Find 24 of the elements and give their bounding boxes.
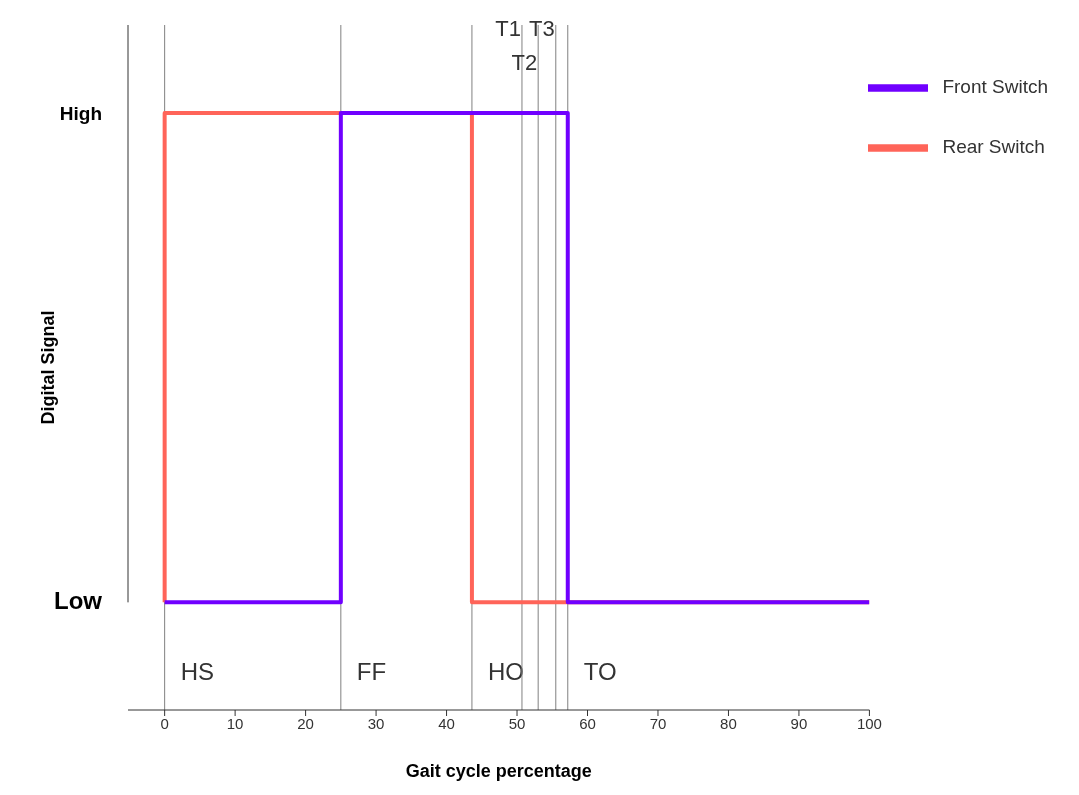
- x-tick-label: 70: [649, 714, 667, 732]
- x-tick-label: 0: [160, 714, 169, 732]
- legend-label: Front Switch: [942, 76, 1048, 98]
- y-axis-title: Digital Signal: [38, 310, 59, 425]
- x-tick-label: 10: [226, 714, 244, 732]
- ref-line-label: T1: [495, 16, 521, 41]
- text: HO: [487, 658, 524, 685]
- x-tick-label: 20: [297, 714, 314, 732]
- x-tick-label: 60: [579, 714, 596, 732]
- text: Low: [54, 587, 103, 615]
- text: HS: [180, 658, 214, 685]
- x-tick-label: 50: [508, 714, 526, 732]
- text: High: [59, 103, 102, 125]
- x-tick-label: 80: [720, 714, 737, 732]
- ref-line-label: T2: [511, 50, 538, 75]
- legend-label: Rear Switch: [942, 136, 1045, 158]
- x-tick-label: 40: [438, 714, 455, 732]
- ref-line-label: T3: [529, 16, 555, 41]
- x-axis-title: Gait cycle percentage: [405, 761, 592, 781]
- x-tick-label: 100: [856, 714, 882, 732]
- text: FF: [356, 658, 387, 685]
- text: TO: [583, 658, 617, 685]
- x-tick-label: 30: [367, 714, 385, 732]
- x-tick-label: 90: [790, 714, 808, 732]
